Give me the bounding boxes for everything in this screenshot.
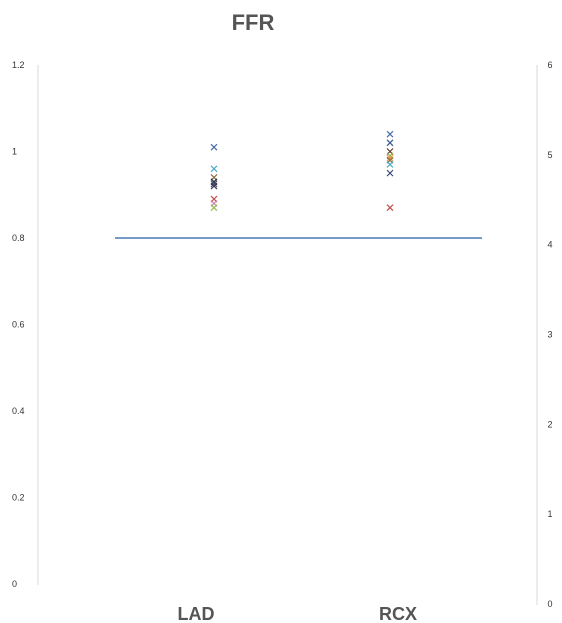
right-tick-label: 5 xyxy=(547,150,552,160)
left-tick-label: 0.6 xyxy=(12,320,25,330)
data-point-lad xyxy=(210,182,218,190)
data-points xyxy=(210,130,394,212)
category-label-lad: LAD xyxy=(178,604,215,623)
data-point-rcx xyxy=(386,204,394,212)
right-tick-label: 1 xyxy=(547,509,552,519)
data-point-rcx xyxy=(386,154,394,162)
left-tick-label: 0.8 xyxy=(12,233,25,243)
left-tick-label: 1.2 xyxy=(12,60,25,70)
left-tick-label: 1 xyxy=(12,147,17,157)
left-axis-ticks: 0 0.2 0.4 0.6 0.8 1 1.2 xyxy=(12,60,25,589)
right-tick-label: 3 xyxy=(547,330,552,340)
right-tick-label: 0 xyxy=(547,599,552,609)
left-tick-label: 0.4 xyxy=(12,406,25,416)
data-point-rcx xyxy=(386,139,394,147)
data-point-rcx xyxy=(386,130,394,138)
right-axis-ticks: 0 1 2 3 4 5 6 xyxy=(547,60,552,609)
right-tick-label: 2 xyxy=(547,419,552,429)
right-tick-label: 4 xyxy=(547,240,552,250)
category-labels: LAD RCX xyxy=(178,604,418,623)
data-point-rcx xyxy=(386,161,394,168)
chart-title: FFR xyxy=(232,10,275,35)
data-point-rcx xyxy=(386,169,394,177)
data-point-lad xyxy=(210,180,218,188)
category-label-rcx: RCX xyxy=(379,604,417,623)
data-point-lad xyxy=(210,143,218,151)
left-tick-label: 0 xyxy=(12,579,17,589)
data-point-lad xyxy=(210,165,218,173)
data-point-lad xyxy=(210,204,218,212)
left-tick-label: 0.2 xyxy=(12,493,25,503)
right-tick-label: 6 xyxy=(547,60,552,70)
